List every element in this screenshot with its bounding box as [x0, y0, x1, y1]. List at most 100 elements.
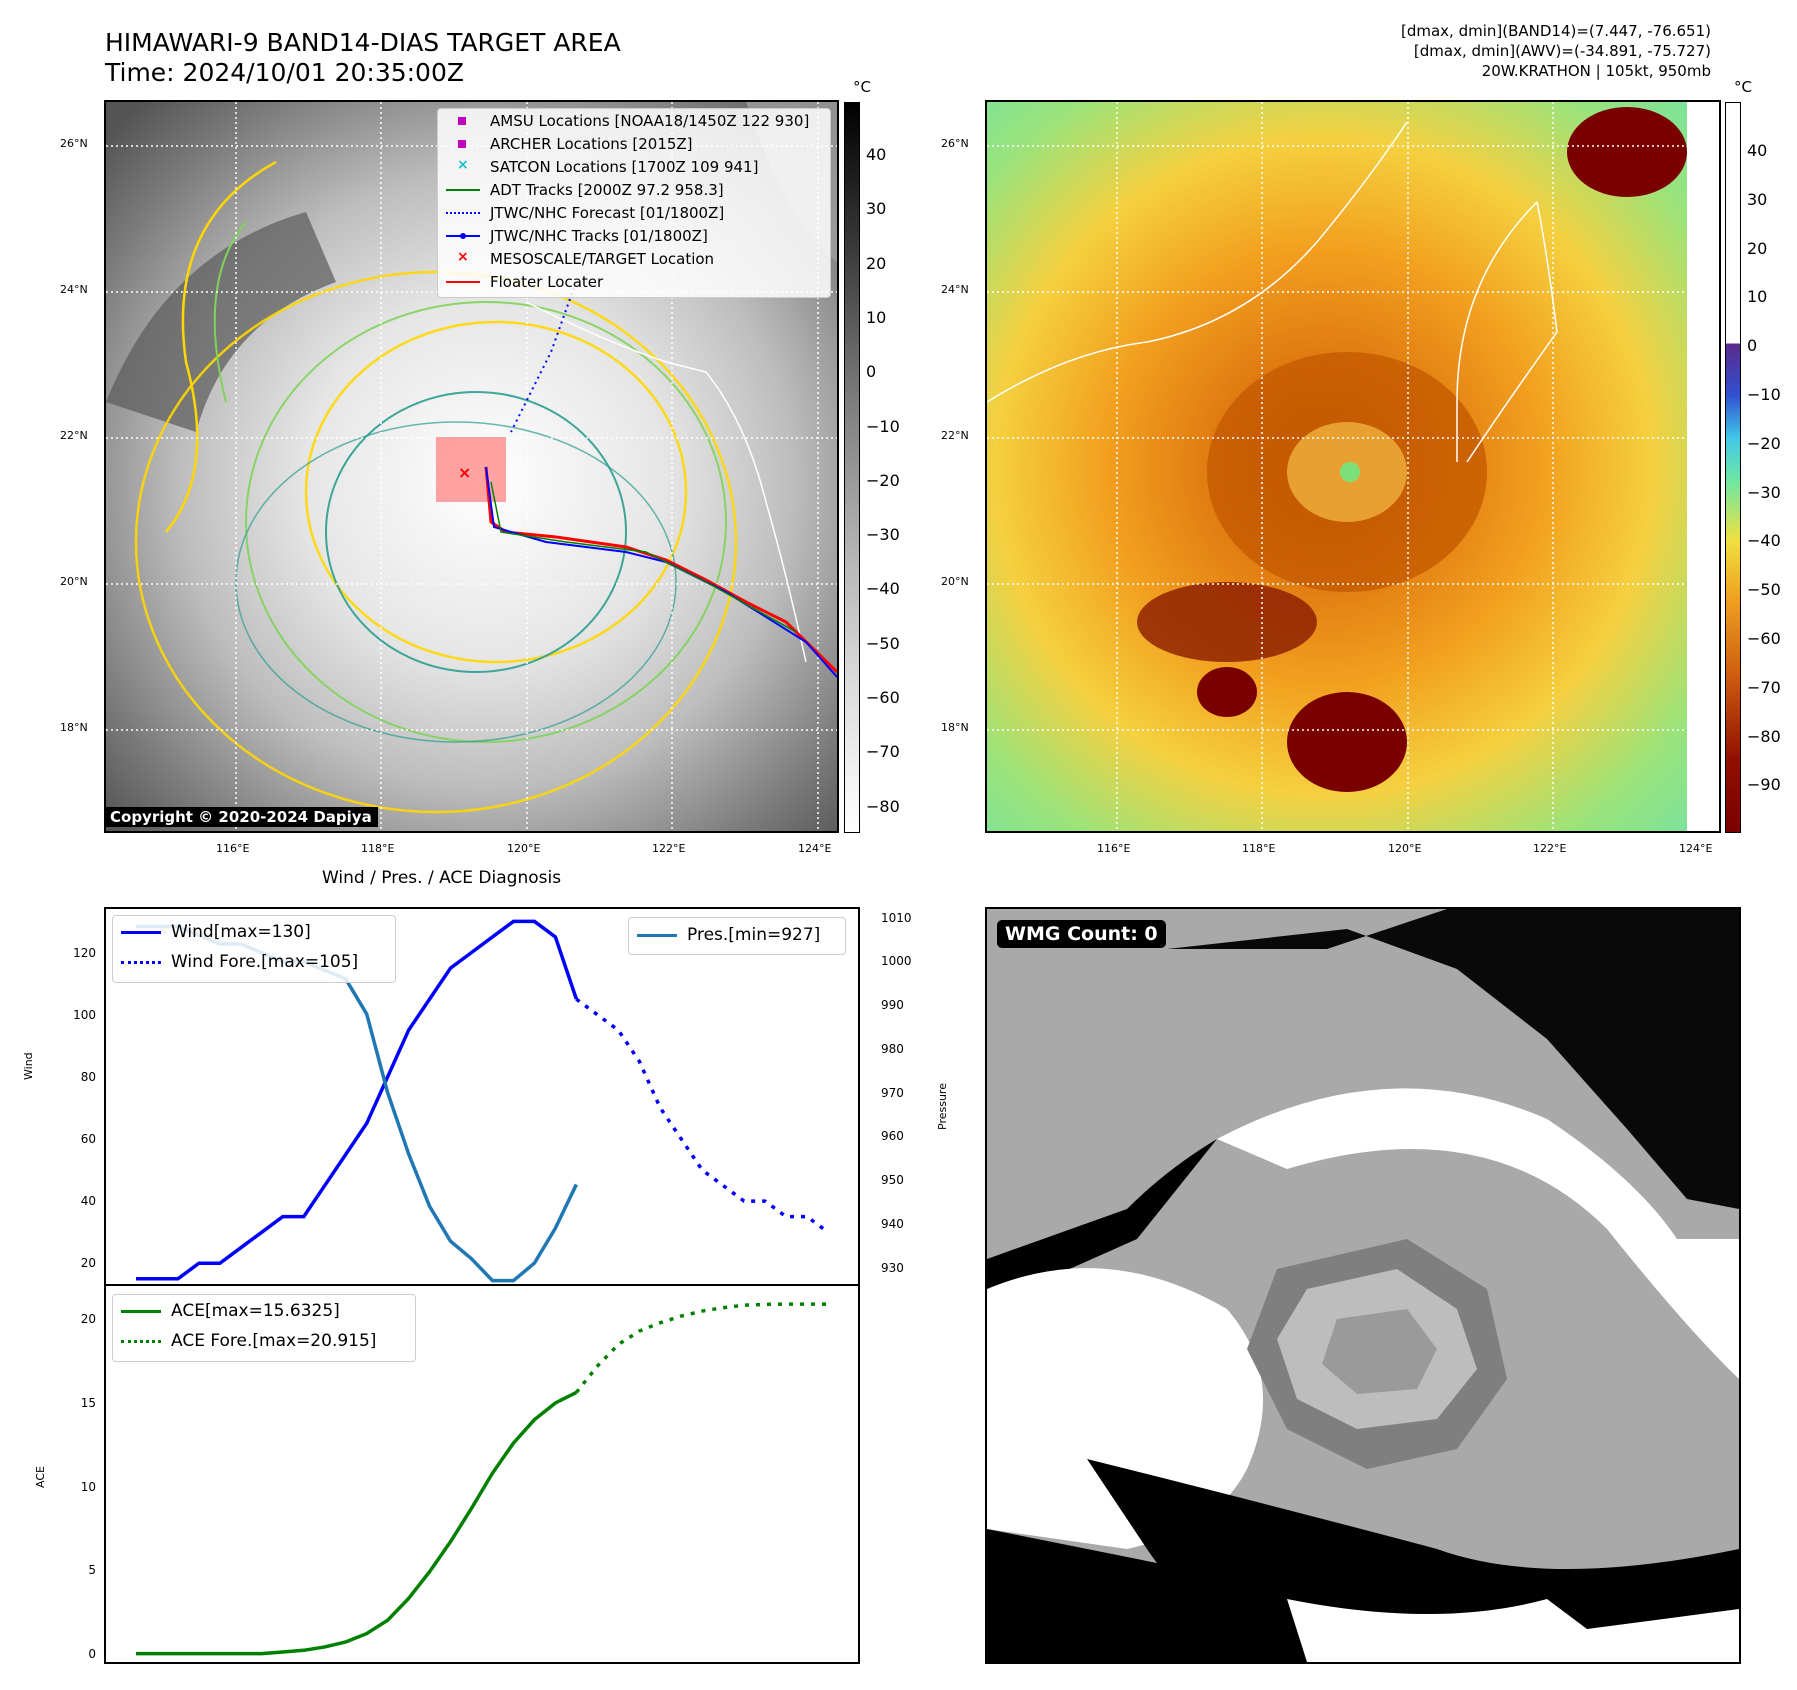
pressure-axis-tick: 980 [881, 1041, 904, 1056]
ir-colorbar-tick: −50 [866, 633, 900, 653]
ir-colorbar-tick: 40 [866, 145, 887, 164]
legend-ace-forecast: ACE Fore.[max=20.915] [121, 1331, 376, 1351]
pressure-axis-tick: 990 [881, 998, 904, 1013]
ace-series-line [574, 1302, 828, 1394]
ace-series-line [136, 1390, 578, 1656]
ace-axis-tick: 20 [80, 1312, 96, 1327]
awv-lat-label-20: 20°N [941, 575, 969, 588]
wind-series-line [575, 997, 830, 1234]
info-storm: 20W.KRATHON | 105kt, 950mb [1481, 62, 1711, 80]
awv-colorbar [1725, 102, 1741, 833]
legend-item-adt: ADT Tracks [2000Z 97.2 958.3] [446, 180, 724, 200]
ace-legend: ACE[max=15.6325] ACE Fore.[max=20.915] [112, 1294, 416, 1362]
lat-label-26: 26°N [60, 137, 88, 150]
lon-label-122: 122°E [652, 842, 686, 855]
awv-colorbar-tick: 30 [1747, 189, 1768, 209]
pressure-axis-tick: 960 [881, 1129, 904, 1144]
legend-pressure: Pres.[min=927] [637, 925, 820, 945]
ir-legend: AMSU Locations [NOAA18/1450Z 122 930] AR… [437, 108, 831, 298]
awv-colorbar-unit: °C [1734, 78, 1752, 96]
ir-colorbar-tick: 30 [866, 199, 887, 219]
awv-colorbar-tick: −20 [1747, 433, 1781, 453]
pressure-axis-tick: 940 [881, 1216, 904, 1231]
legend-item-archer: ARCHER Locations [2015Z] [446, 134, 693, 154]
awv-lon-label-124: 124°E [1679, 842, 1713, 855]
copyright-label: Copyright © 2020-2024 Dapiya [106, 807, 378, 827]
legend-item-forecast: JTWC/NHC Forecast [01/1800Z] [446, 203, 724, 223]
lat-label-20: 20°N [60, 575, 88, 588]
awv-image [987, 102, 1719, 831]
ace-axis-tick: 10 [80, 1479, 96, 1494]
figure-time: Time: 2024/10/01 20:35:00Z [105, 58, 464, 87]
awv-lat-label-24: 24°N [941, 283, 969, 296]
lon-label-124: 124°E [798, 842, 832, 855]
lat-label-22: 22°N [60, 429, 88, 442]
ir-colorbar-unit: °C [853, 78, 871, 96]
awv-colorbar-tick: −80 [1747, 726, 1781, 746]
awv-lon-label-122: 122°E [1533, 842, 1567, 855]
ir-colorbar-tick: −70 [866, 742, 900, 762]
diagnosis-title: Wind / Pres. / ACE Diagnosis [322, 868, 562, 888]
awv-colorbar-tick: −90 [1747, 775, 1781, 795]
info-band14: [dmax, dmin](BAND14)=(7.447, -76.651) [1400, 22, 1711, 40]
wmg-panel [985, 907, 1741, 1664]
lat-label-18: 18°N [60, 721, 88, 734]
ace-axis-label: ACE [34, 1466, 47, 1488]
ace-plot [136, 1302, 828, 1656]
awv-colorbar-tick: 40 [1747, 141, 1768, 160]
wind-legend: Wind[max=130] Wind Fore.[max=105] [112, 915, 396, 983]
ir-colorbar-tick: 20 [866, 253, 887, 273]
wind-axis-tick: 80 [80, 1069, 96, 1084]
lon-label-118: 118°E [361, 842, 395, 855]
info-awv: [dmax, dmin](AWV)=(-34.891, -75.727) [1413, 42, 1711, 60]
figure-title: HIMAWARI-9 BAND14-DIAS TARGET AREA [105, 28, 621, 57]
awv-satellite-panel [985, 100, 1721, 833]
legend-item-target: × MESOSCALE/TARGET Location [457, 249, 715, 268]
legend-ace: ACE[max=15.6325] [121, 1301, 340, 1321]
awv-lon-label-118: 118°E [1242, 842, 1276, 855]
awv-colorbar-tick: −70 [1747, 677, 1781, 697]
wind-axis-tick: 120 [73, 945, 96, 960]
wind-series-line [491, 919, 579, 1000]
lon-label-116: 116°E [216, 842, 250, 855]
legend-wind-forecast: Wind Fore.[max=105] [121, 952, 358, 972]
ace-axis-tick: 5 [88, 1563, 96, 1578]
ir-colorbar-tick: 0 [866, 362, 877, 382]
pressure-axis-tick: 1010 [881, 910, 912, 925]
legend-wind: Wind[max=130] [121, 922, 311, 942]
lat-label-24: 24°N [60, 283, 88, 296]
pressure-axis-label: Pressure [936, 1083, 949, 1130]
legend-item-amsu: AMSU Locations [NOAA18/1450Z 122 930] [446, 111, 809, 131]
pressure-axis-tick: 930 [881, 1260, 904, 1275]
ir-colorbar-tick: 10 [866, 307, 887, 327]
awv-colorbar-tick: −30 [1747, 482, 1781, 502]
wind-axis-tick: 60 [80, 1131, 96, 1146]
awv-colorbar-tick: −10 [1747, 385, 1781, 404]
pressure-axis-tick: 950 [881, 1173, 904, 1188]
ir-colorbar-tick: −20 [866, 470, 900, 490]
ir-colorbar-tick: −80 [866, 796, 900, 816]
pressure-axis-tick: 1000 [881, 954, 912, 969]
awv-colorbar-tick: 10 [1747, 287, 1768, 307]
ir-colorbar-tick: −60 [866, 688, 900, 707]
pressure-legend: Pres.[min=927] [628, 917, 846, 955]
ir-colorbar-tick: −30 [866, 525, 900, 545]
legend-item-floater: Floater Locater [446, 272, 603, 292]
legend-item-tracks: JTWC/NHC Tracks [01/1800Z] [446, 226, 708, 246]
awv-lon-label-120: 120°E [1388, 842, 1422, 855]
ir-colorbar-tick: −40 [866, 579, 900, 599]
legend-item-satcon: × SATCON Locations [1700Z 109 941] [457, 157, 759, 176]
awv-colorbar-tick: −50 [1747, 580, 1781, 600]
pressure-axis-tick: 970 [881, 1085, 904, 1100]
wmg-count-badge: WMG Count: 0 [997, 920, 1166, 948]
awv-lat-label-18: 18°N [941, 721, 969, 734]
ir-colorbar [844, 102, 860, 833]
wind-axis-label: Wind [22, 1052, 35, 1080]
awv-lat-label-22: 22°N [941, 429, 969, 442]
awv-colorbar-tick: 20 [1747, 238, 1768, 258]
ace-axis-tick: 15 [80, 1395, 96, 1410]
awv-colorbar-tick: −40 [1747, 531, 1781, 551]
awv-colorbar-tick: 0 [1747, 336, 1758, 356]
wind-axis-tick: 20 [80, 1256, 96, 1271]
ir-colorbar-tick: −10 [866, 416, 900, 436]
